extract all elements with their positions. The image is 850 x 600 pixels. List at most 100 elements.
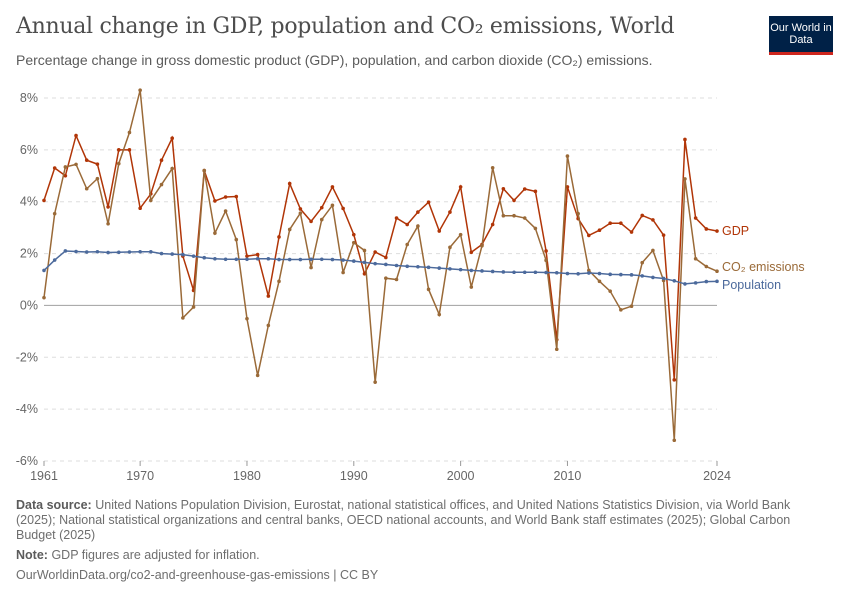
data-point — [245, 254, 249, 258]
series-population — [42, 249, 719, 286]
data-point — [116, 161, 121, 166]
data-point — [490, 165, 495, 170]
owid-logo[interactable]: Our World in Data — [769, 16, 833, 55]
data-point — [255, 256, 260, 261]
y-tick-label: -6% — [16, 454, 38, 468]
data-point — [309, 219, 313, 224]
data-point — [522, 216, 527, 220]
data-point — [405, 242, 410, 247]
data-point — [63, 249, 68, 253]
data-point — [266, 294, 271, 298]
note-text: GDP figures are adjusted for inflation. — [51, 548, 260, 562]
note: Note: GDP figures are adjusted for infla… — [16, 548, 816, 563]
data-point — [223, 209, 228, 213]
source-url[interactable]: OurWorldinData.org/co2-and-greenhouse-ga… — [16, 568, 379, 582]
data-point — [608, 272, 612, 277]
data-point — [234, 257, 239, 262]
data-point — [469, 250, 474, 255]
x-tick-label: 1980 — [233, 469, 261, 483]
data-point — [533, 226, 538, 231]
data-point — [512, 270, 516, 275]
data-source: Data source: United Nations Population D… — [16, 498, 816, 543]
data-point — [597, 279, 602, 284]
data-point — [522, 270, 527, 275]
data-point — [416, 264, 420, 269]
data-point — [640, 213, 645, 218]
data-point — [426, 200, 431, 205]
data-point — [84, 186, 89, 191]
data-point — [95, 176, 100, 181]
data-point — [480, 269, 484, 273]
series-line-gdp — [43, 133, 718, 380]
x-tick-label: 1990 — [340, 469, 368, 483]
data-point — [149, 249, 153, 254]
data-point — [608, 221, 612, 226]
data-point — [554, 270, 559, 275]
data-point — [640, 260, 645, 265]
data-point — [42, 295, 46, 300]
data-point — [629, 273, 634, 277]
data-point — [159, 182, 164, 187]
y-tick-label: 4% — [20, 195, 38, 209]
data-point — [191, 254, 196, 258]
data-point — [127, 130, 132, 135]
data-point — [501, 186, 506, 191]
data-point — [394, 277, 399, 282]
data-point — [319, 205, 324, 210]
data-point — [127, 250, 132, 254]
data-point — [416, 210, 420, 214]
footer: Data source: United Nations Population D… — [16, 498, 816, 588]
data-point — [512, 198, 516, 203]
legend-label: Population — [722, 278, 781, 292]
x-tick-label: 1961 — [30, 469, 58, 483]
data-point — [437, 266, 442, 270]
data-point — [565, 271, 570, 276]
data-point — [565, 185, 570, 189]
data-point — [490, 222, 495, 227]
data-point — [245, 316, 249, 321]
data-point — [138, 88, 142, 93]
data-point — [170, 136, 174, 140]
data-point — [469, 268, 474, 273]
data-point — [138, 249, 142, 254]
legend-label: GDP — [722, 224, 749, 238]
data-point — [351, 240, 356, 245]
data-point — [373, 380, 377, 384]
data-point — [693, 256, 698, 261]
data-point — [661, 233, 666, 237]
data-point — [106, 221, 110, 226]
data-point — [565, 154, 570, 158]
data-point — [266, 323, 271, 328]
data-point — [416, 224, 420, 228]
data-point — [159, 251, 164, 256]
data-point — [693, 216, 698, 220]
data-point — [234, 237, 239, 242]
data-point — [587, 271, 591, 275]
data-point — [330, 185, 335, 189]
data-point — [341, 258, 345, 262]
series-co-emissions — [42, 88, 719, 443]
data-point — [683, 282, 687, 286]
data-point — [127, 148, 132, 152]
data-point — [84, 250, 89, 254]
source-label: Data source: — [16, 498, 92, 512]
data-point — [704, 264, 709, 269]
data-point — [106, 250, 110, 255]
data-point — [651, 275, 655, 280]
x-tick-label: 2024 — [703, 469, 731, 483]
source-text: United Nations Population Division, Euro… — [16, 498, 791, 542]
data-point — [704, 279, 709, 284]
data-point — [672, 278, 677, 283]
data-point — [255, 252, 260, 257]
series-line-population — [43, 250, 718, 285]
data-point — [106, 205, 110, 209]
data-point — [52, 211, 57, 216]
data-point — [84, 158, 89, 163]
y-tick-label: 8% — [20, 91, 38, 105]
data-point — [319, 217, 324, 222]
data-point — [351, 232, 356, 237]
data-point — [330, 203, 335, 208]
data-point — [683, 177, 687, 181]
data-point — [277, 257, 281, 262]
